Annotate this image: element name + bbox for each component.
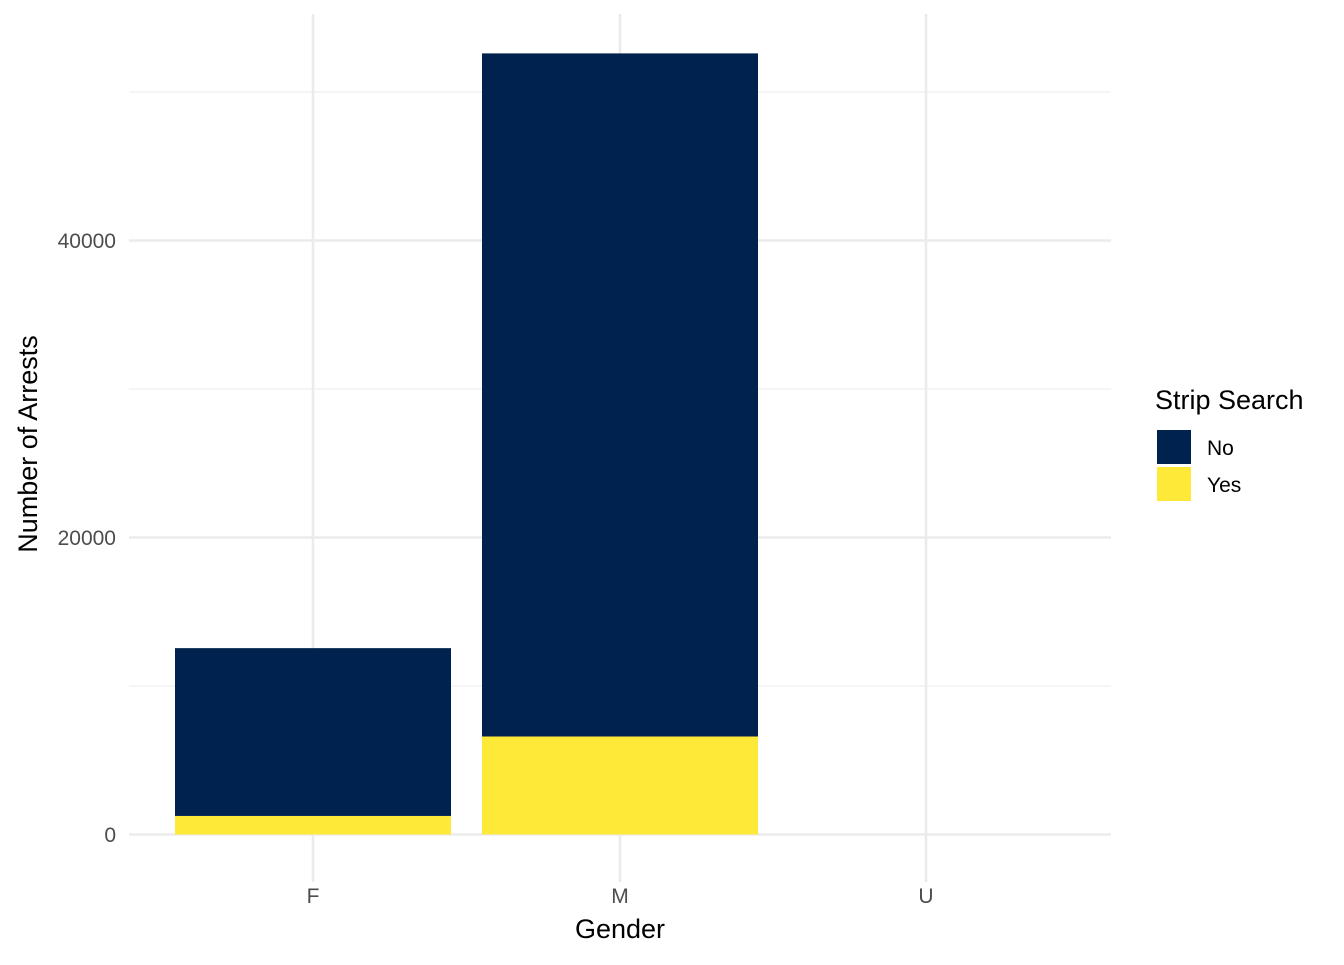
legend-label-yes: Yes (1207, 474, 1241, 497)
legend-swatch-no (1157, 430, 1191, 464)
legend-items: No Yes (1157, 430, 1241, 501)
x-tick-label-U: U (918, 885, 933, 908)
legend: Strip Search No Yes (1155, 385, 1304, 501)
bar-M-yes (482, 736, 758, 835)
bar-M-no (482, 53, 758, 737)
x-axis-title: Gender (575, 914, 665, 944)
legend-label-no: No (1207, 437, 1234, 460)
legend-swatch-yes (1157, 467, 1191, 501)
x-tick-label-M: M (611, 885, 629, 908)
bar-F-no (175, 648, 451, 816)
y-tick-label-2: 40000 (58, 230, 116, 253)
bars-layer (175, 53, 758, 835)
bar-F-yes (175, 815, 451, 835)
y-axis-ticks: 0 20000 40000 (58, 230, 116, 847)
y-axis-title: Number of Arrests (13, 335, 43, 553)
y-tick-label-0: 0 (104, 824, 116, 847)
legend-title: Strip Search (1155, 385, 1304, 415)
x-tick-label-F: F (307, 885, 320, 908)
y-tick-label-1: 20000 (58, 527, 116, 550)
